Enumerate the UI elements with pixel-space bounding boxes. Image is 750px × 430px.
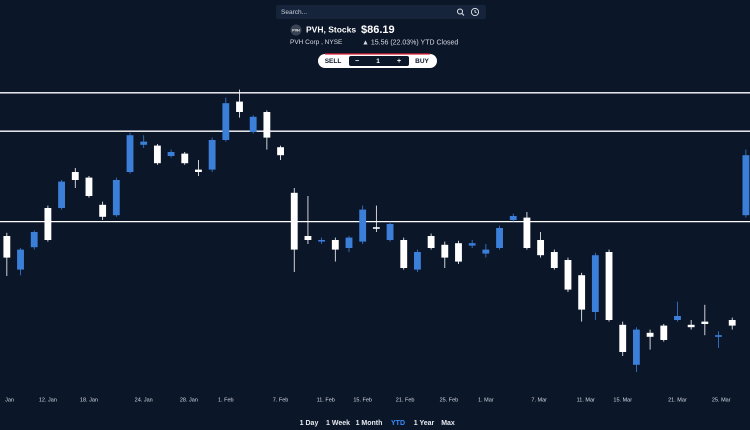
- candle-body: [3, 236, 11, 258]
- candle-body: [30, 232, 38, 248]
- company: PVH Corp , NYSE: [290, 39, 343, 46]
- candle-body: [537, 240, 545, 256]
- candle-body: [277, 147, 284, 156]
- candle-body: [468, 243, 476, 246]
- timeframe-button[interactable]: Max: [441, 420, 455, 427]
- candle-body: [687, 324, 695, 328]
- candle-body: [728, 320, 736, 326]
- candlestick-chart: Jan 12. Jan 18. Jan 24. Jan 28. Jan 1. Feb 7. …: [0, 89, 750, 403]
- candle-body: [263, 112, 271, 138]
- candle-body: [126, 135, 134, 172]
- candle-body: [181, 153, 189, 164]
- minus-button[interactable]: −: [355, 58, 359, 65]
- candle-body: [318, 240, 326, 242]
- candle-body: [236, 101, 243, 112]
- search-placeholder: Search...: [281, 9, 307, 16]
- x-tick-label: 15. Mar: [613, 397, 632, 403]
- timeframe-bar: 1 Day 1 Week 1 Month YTD 1 Year Max: [300, 420, 455, 427]
- logo-text: PVH: [292, 28, 300, 32]
- candle-body: [359, 209, 367, 242]
- quantity[interactable]: 1: [376, 58, 380, 65]
- candle-body: [112, 180, 120, 216]
- candle-body: [85, 177, 93, 196]
- candle-body: [701, 321, 709, 324]
- candle-body: [550, 252, 558, 268]
- candle-body: [167, 152, 175, 156]
- candle-body: [222, 103, 230, 140]
- search-icon[interactable]: [457, 8, 465, 16]
- candle-body: [632, 329, 640, 365]
- candle-body: [331, 240, 339, 250]
- x-tick-label: 25. Feb: [440, 397, 459, 403]
- candle-body: [441, 244, 449, 258]
- x-tick-label: 7. Mar: [531, 397, 547, 403]
- candle-body: [414, 252, 421, 270]
- candle-body: [455, 243, 462, 262]
- candle-body: [715, 335, 722, 337]
- plus-button[interactable]: +: [397, 58, 401, 65]
- buy-button[interactable]: BUY: [415, 58, 429, 65]
- candle-body: [509, 216, 517, 220]
- logo: [290, 24, 302, 36]
- candle-body: [427, 236, 435, 248]
- candle-body: [71, 172, 79, 180]
- candle-body: [564, 260, 572, 290]
- x-tick-label: 7. Feb: [273, 397, 289, 403]
- candle-body: [372, 227, 380, 229]
- candle-body: [496, 228, 503, 248]
- candle-body: [742, 155, 750, 216]
- x-tick-label: 25. Mar: [712, 397, 731, 403]
- candle-body: [17, 249, 24, 270]
- x-tick-label: 18. Jan: [80, 397, 98, 403]
- change: ▲ 15.56 (22.03%) YTD Closed: [362, 39, 458, 46]
- candle-body: [605, 252, 613, 320]
- candle-body: [304, 236, 312, 240]
- candle-body: [153, 145, 161, 164]
- candle-body: [523, 217, 531, 248]
- candle-body: [208, 140, 216, 170]
- x-tick-label: 11. Mar: [577, 397, 595, 403]
- timeframe-button[interactable]: 1 Month: [356, 420, 383, 427]
- timeframe-button[interactable]: 1 Day: [300, 420, 319, 427]
- x-tick-label: 28. Jan: [180, 397, 198, 403]
- timeframe-button[interactable]: 1 Week: [326, 420, 350, 427]
- x-tick-label: 1. Feb: [218, 397, 234, 403]
- candle-body: [386, 224, 394, 240]
- x-tick-label: 15. Feb: [353, 397, 372, 403]
- candle-body: [674, 316, 681, 320]
- search-box[interactable]: [276, 5, 486, 19]
- x-tick-label: 21. Mar: [668, 397, 687, 403]
- candle-body: [660, 325, 668, 340]
- timeframe-button[interactable]: 1 Year: [414, 420, 435, 427]
- sell-button[interactable]: SELL: [325, 58, 342, 65]
- x-tick-label: 24. Jan: [135, 397, 153, 403]
- candle-body: [400, 240, 408, 268]
- candle-body: [249, 116, 257, 132]
- x-tick-label: 21. Feb: [396, 397, 415, 403]
- quote-title: PVH, Stocks: [306, 24, 356, 34]
- candle-body: [58, 181, 66, 208]
- x-tick-label: 12. Jan: [39, 397, 57, 403]
- candle-body: [591, 255, 599, 312]
- candle-body: [646, 332, 654, 337]
- candle-body: [578, 275, 586, 310]
- history-icon[interactable]: [470, 7, 480, 17]
- x-tick-label: Jan: [5, 397, 14, 403]
- x-tick-label: 11. Feb: [317, 397, 335, 403]
- x-tick-label: 1. Mar: [478, 397, 494, 403]
- candle-body: [140, 141, 148, 145]
- candle-body: [195, 169, 202, 172]
- candle-body: [44, 208, 52, 240]
- candle-body: [290, 192, 298, 250]
- candle-body: [345, 237, 353, 248]
- timeframe-button[interactable]: YTD: [391, 420, 405, 427]
- candle-body: [619, 324, 627, 352]
- candle-body: [99, 204, 107, 217]
- quote-price: $86.19: [361, 24, 395, 36]
- quantity-box: [349, 56, 409, 66]
- candle-body: [482, 249, 490, 254]
